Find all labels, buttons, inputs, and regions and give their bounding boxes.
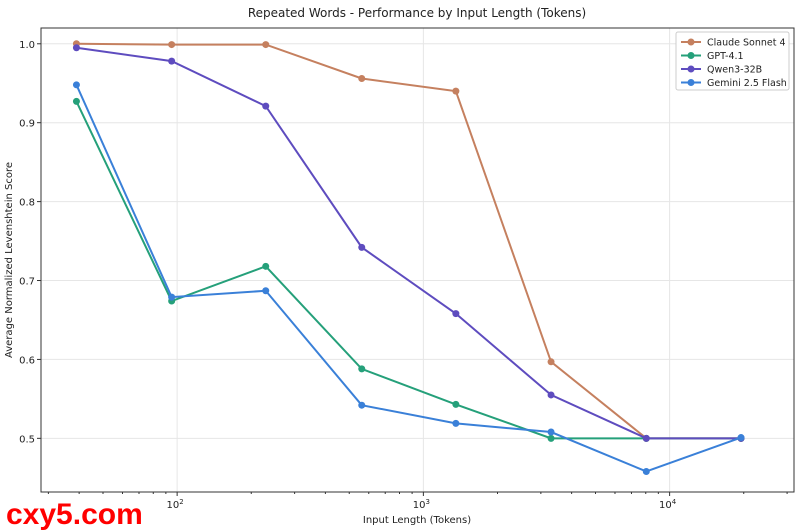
data-point [737, 434, 745, 442]
watermark: cxy5.com [6, 498, 143, 531]
series-line [76, 42, 742, 440]
data-point [168, 57, 176, 65]
data-point [262, 262, 270, 270]
legend-label: Qwen3-32B [707, 65, 762, 76]
data-point [452, 400, 460, 408]
y-tick-label: 0.8 [19, 198, 35, 209]
data-point [547, 391, 555, 399]
data-point [72, 81, 80, 89]
data-point [262, 102, 270, 110]
data-point [642, 467, 650, 475]
y-tick-label: 0.7 [19, 277, 35, 288]
data-point [452, 419, 460, 427]
series-line [76, 46, 742, 440]
data-point [358, 75, 366, 83]
x-axis-label: Input Length (Tokens) [363, 515, 471, 526]
series-layer [72, 40, 745, 475]
y-axis-label: Average Normalized Levenshtein Score [4, 162, 15, 358]
legend-marker [687, 79, 695, 86]
x-tick-label: 102 [167, 498, 184, 511]
legend-label: GPT-4.1 [707, 51, 744, 62]
data-point [72, 44, 80, 52]
y-tick-label: 0.5 [19, 434, 35, 445]
legend-marker [687, 52, 695, 59]
data-point [547, 428, 555, 436]
y-tick-label: 0.6 [19, 355, 35, 366]
legend: Claude Sonnet 4 GPT-4.1 Qwen3-32B Gemini 2.… [675, 31, 790, 91]
data-point [262, 287, 270, 295]
data-point [547, 434, 555, 442]
series-line [75, 100, 742, 440]
data-point [168, 293, 176, 301]
x-tick-label: 104 [659, 498, 677, 511]
data-point [452, 310, 460, 318]
data-point [168, 41, 176, 49]
data-point [547, 358, 555, 366]
data-point [358, 243, 366, 251]
chart-title: Repeated Words - Performance by Input Le… [248, 6, 586, 20]
x-tick-label: 103 [413, 498, 430, 511]
legend-box [675, 31, 790, 91]
data-point [262, 41, 270, 49]
plot-frame [40, 27, 795, 493]
data-point [358, 365, 366, 373]
y-tick-label: 0.9 [19, 119, 35, 130]
y-tick-label: 1.0 [19, 40, 35, 51]
data-point [72, 97, 80, 105]
legend-label: Claude Sonnet 4 [707, 38, 786, 49]
data-point [358, 401, 366, 409]
series-line [75, 84, 742, 473]
data-point [642, 434, 650, 442]
legend-marker [687, 65, 695, 73]
data-point [452, 87, 460, 95]
legend-marker [687, 38, 695, 46]
legend-label: Gemini 2.5 Flash [707, 78, 787, 89]
